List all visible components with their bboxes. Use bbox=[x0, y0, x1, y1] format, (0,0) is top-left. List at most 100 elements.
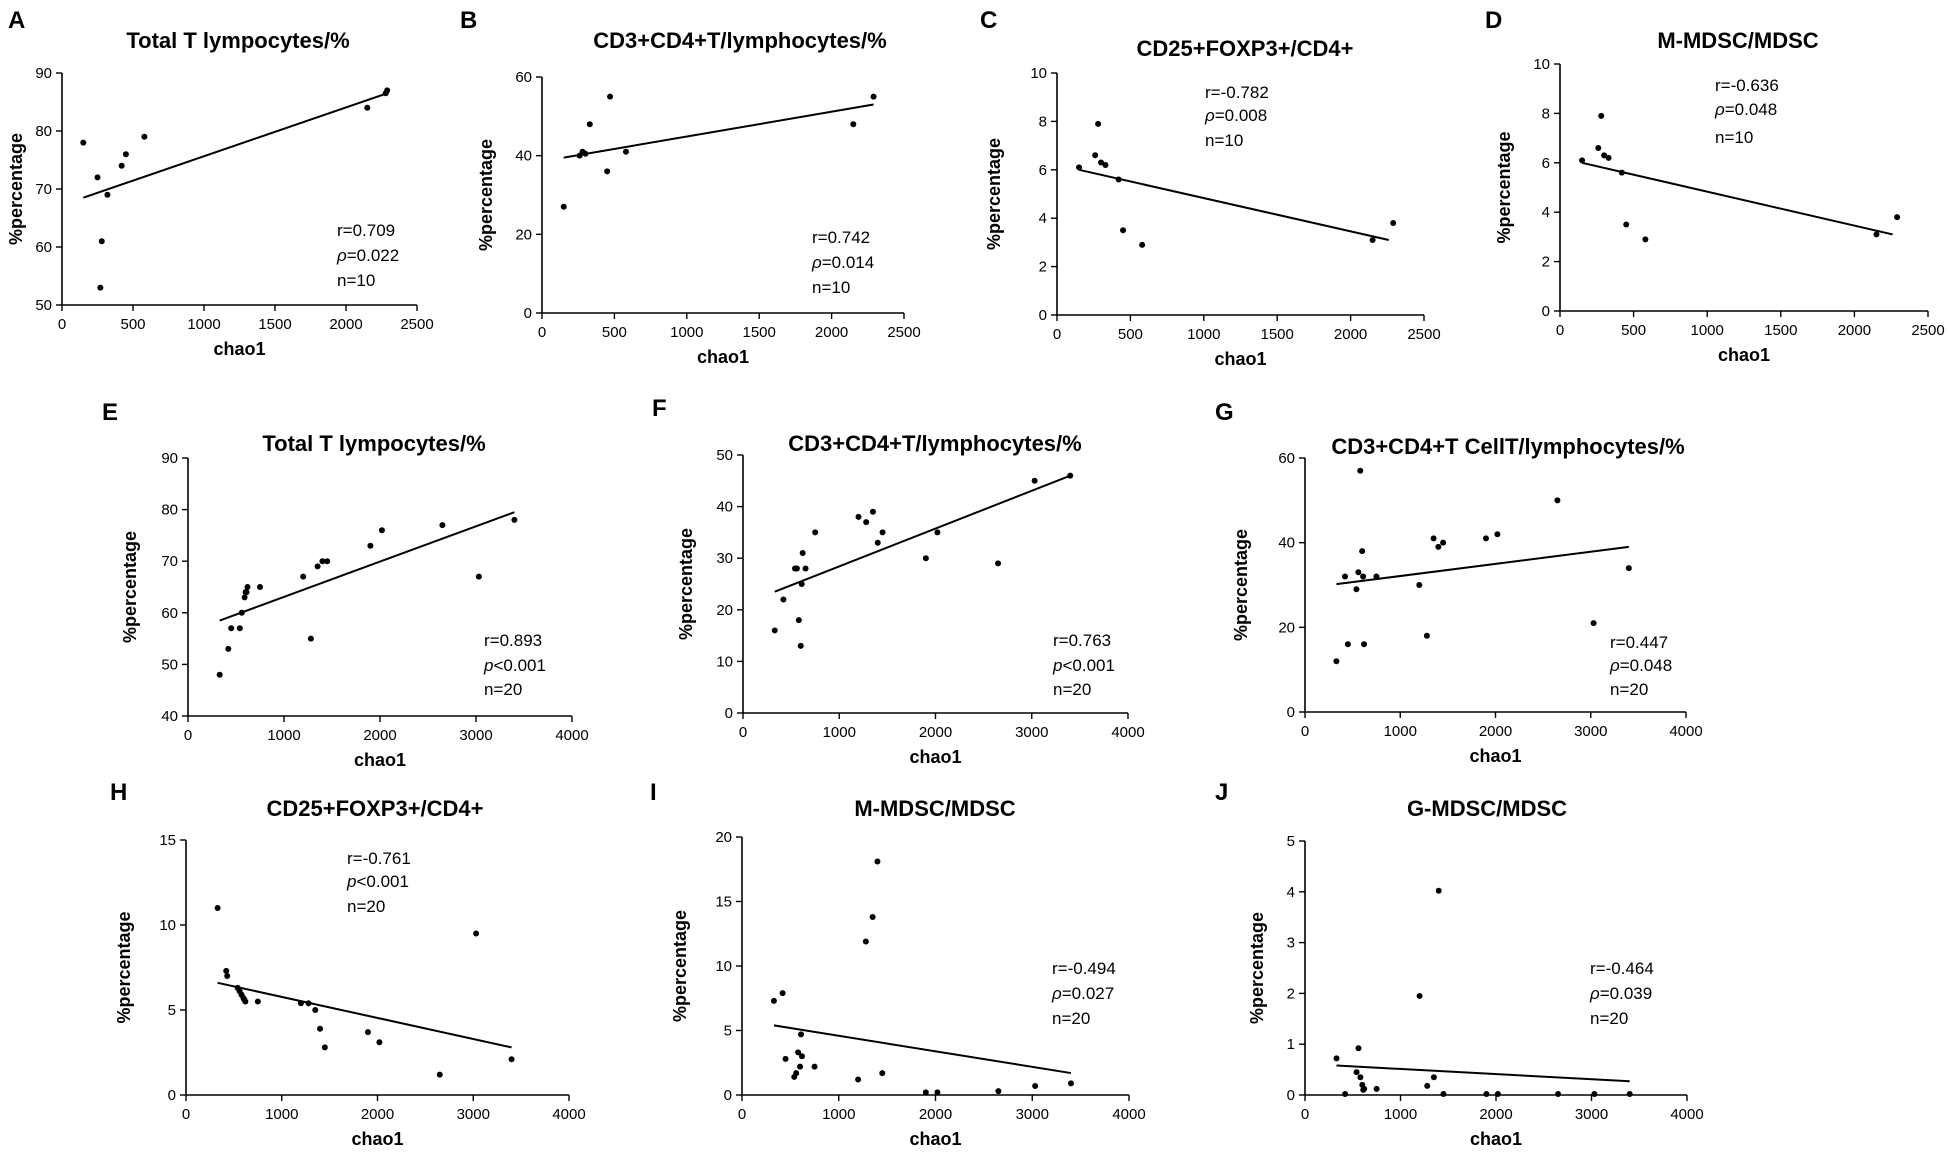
data-point bbox=[779, 990, 786, 997]
stat-r: r=-0.636 bbox=[1715, 76, 1779, 95]
y-tick-label: 0 bbox=[724, 1087, 732, 1104]
data-point bbox=[80, 139, 87, 146]
stat-p: ρ=0.014 bbox=[811, 253, 874, 272]
y-tick-label: 20 bbox=[715, 829, 732, 846]
data-point bbox=[793, 565, 800, 572]
axes-e: 0 1000 2000 3000 4000 40 50 60 70 80 90 bbox=[161, 450, 588, 744]
data-point bbox=[622, 148, 629, 155]
stats-annotation-f: r=0.763 p<0.001 n=20 bbox=[1052, 631, 1115, 699]
data-point bbox=[508, 1056, 515, 1063]
x-tick-label: 0 bbox=[184, 727, 192, 744]
stat-p-value: =0.048 bbox=[1620, 656, 1672, 675]
panel-letter-h: H bbox=[110, 779, 127, 806]
panel-letter-g: G bbox=[1215, 399, 1234, 426]
chart-title-d: M-MDSC/MDSC bbox=[1657, 28, 1818, 53]
y-tick-label: 20 bbox=[716, 602, 733, 619]
y-tick-label: 30 bbox=[716, 550, 733, 567]
x-tick-label: 2000 bbox=[1838, 322, 1871, 339]
y-tick-label: 0 bbox=[725, 705, 733, 722]
y-tick-label: 50 bbox=[161, 656, 178, 673]
data-point bbox=[511, 516, 518, 523]
y-tick-label: 0 bbox=[1287, 704, 1295, 721]
y-tick-label: 8 bbox=[1542, 105, 1550, 122]
y-tick-label: 90 bbox=[161, 450, 178, 467]
data-point bbox=[1601, 152, 1608, 159]
stat-p-symbol: ρ bbox=[1051, 984, 1062, 1003]
data-point bbox=[1435, 543, 1442, 550]
data-point bbox=[364, 104, 371, 111]
data-point bbox=[811, 1063, 818, 1070]
y-tick-label: 1 bbox=[1287, 1036, 1295, 1053]
chart-title-h: CD25+FOXP3+/CD4+ bbox=[266, 796, 483, 821]
chart-title-j: G-MDSC/MDSC bbox=[1407, 796, 1567, 821]
data-point bbox=[869, 508, 876, 515]
data-point bbox=[384, 87, 391, 94]
data-point bbox=[307, 635, 314, 642]
data-point bbox=[1357, 1074, 1364, 1081]
data-point bbox=[319, 558, 326, 565]
x-tick-label: 2000 bbox=[329, 316, 362, 333]
data-points-j bbox=[1333, 887, 1633, 1097]
data-point bbox=[798, 1053, 805, 1060]
stat-n: n=10 bbox=[1715, 128, 1753, 147]
data-point bbox=[236, 625, 243, 632]
y-axis-label-i: %percentage bbox=[670, 910, 690, 1022]
chart-title-c: CD25+FOXP3+/CD4+ bbox=[1136, 36, 1353, 61]
y-tick-label: 80 bbox=[35, 123, 52, 140]
data-point bbox=[141, 133, 148, 140]
data-point bbox=[312, 1007, 319, 1013]
data-point bbox=[104, 191, 111, 198]
stat-p-value: =0.008 bbox=[1215, 106, 1267, 125]
x-tick-label: 1500 bbox=[258, 316, 291, 333]
stat-p-value: =0.027 bbox=[1062, 984, 1114, 1003]
x-tick-label: 2000 bbox=[1334, 326, 1367, 343]
data-point bbox=[771, 627, 778, 634]
y-tick-label: 0 bbox=[1039, 307, 1047, 324]
x-tick-label: 0 bbox=[182, 1106, 190, 1123]
data-point bbox=[799, 550, 806, 557]
y-tick-label: 90 bbox=[35, 65, 52, 82]
data-point bbox=[1894, 214, 1901, 221]
stats-annotation-c: r=-0.782 ρ=0.008 n=10 bbox=[1204, 83, 1269, 150]
x-tick-label: 4000 bbox=[552, 1106, 585, 1123]
panel-g: G CD3+CD4+T CellT/lymphocytes/% 0 1000 2000 3… bbox=[1215, 399, 1703, 766]
stat-p: ρ=0.039 bbox=[1589, 984, 1652, 1003]
axes-h: 0 1000 2000 3000 4000 0 5 10 15 bbox=[159, 832, 585, 1123]
data-point bbox=[1333, 1055, 1340, 1062]
panel-letter-a: A bbox=[8, 7, 25, 34]
y-tick-label: 10 bbox=[715, 958, 732, 975]
x-tick-label: 2500 bbox=[1407, 326, 1440, 343]
axes-b: 0 500 1000 1500 2000 2500 0 20 40 60 bbox=[515, 69, 920, 341]
x-tick-label: 3000 bbox=[459, 727, 492, 744]
data-point bbox=[224, 973, 231, 979]
panel-c: C CD25+FOXP3+/CD4+ 0 500 1000 1500 2000 2500 0 2 4… bbox=[980, 7, 1441, 369]
x-tick-label: 500 bbox=[1118, 326, 1143, 343]
stats-annotation-h: r=-0.761 p<0.001 n=20 bbox=[346, 849, 411, 916]
data-point bbox=[869, 913, 876, 920]
chart-title-b: CD3+CD4+T/lymphocytes/% bbox=[593, 28, 886, 53]
y-tick-label: 6 bbox=[1039, 162, 1047, 179]
y-tick-label: 60 bbox=[35, 239, 52, 256]
stats-annotation-d: r=-0.636 ρ=0.048 n=10 bbox=[1714, 76, 1779, 147]
data-point bbox=[1416, 992, 1423, 999]
data-point bbox=[376, 1039, 383, 1046]
x-tick-label: 2000 bbox=[361, 1106, 394, 1123]
data-points-d bbox=[1579, 112, 1901, 243]
chart-title-i: M-MDSC/MDSC bbox=[854, 796, 1015, 821]
data-point bbox=[94, 174, 101, 181]
y-tick-label: 5 bbox=[168, 1002, 176, 1019]
y-tick-label: 60 bbox=[515, 69, 532, 86]
data-point bbox=[582, 150, 589, 157]
x-tick-label: 1000 bbox=[822, 1106, 855, 1123]
x-tick-label: 2500 bbox=[1911, 322, 1944, 339]
y-tick-label: 8 bbox=[1039, 113, 1047, 130]
data-point bbox=[1355, 1045, 1362, 1052]
x-tick-label: 1000 bbox=[823, 724, 856, 741]
x-tick-label: 4000 bbox=[1669, 723, 1702, 740]
x-axis-label-b: chao1 bbox=[697, 347, 749, 367]
y-tick-label: 40 bbox=[161, 708, 178, 725]
y-axis-label-g: %percentage bbox=[1231, 529, 1251, 641]
